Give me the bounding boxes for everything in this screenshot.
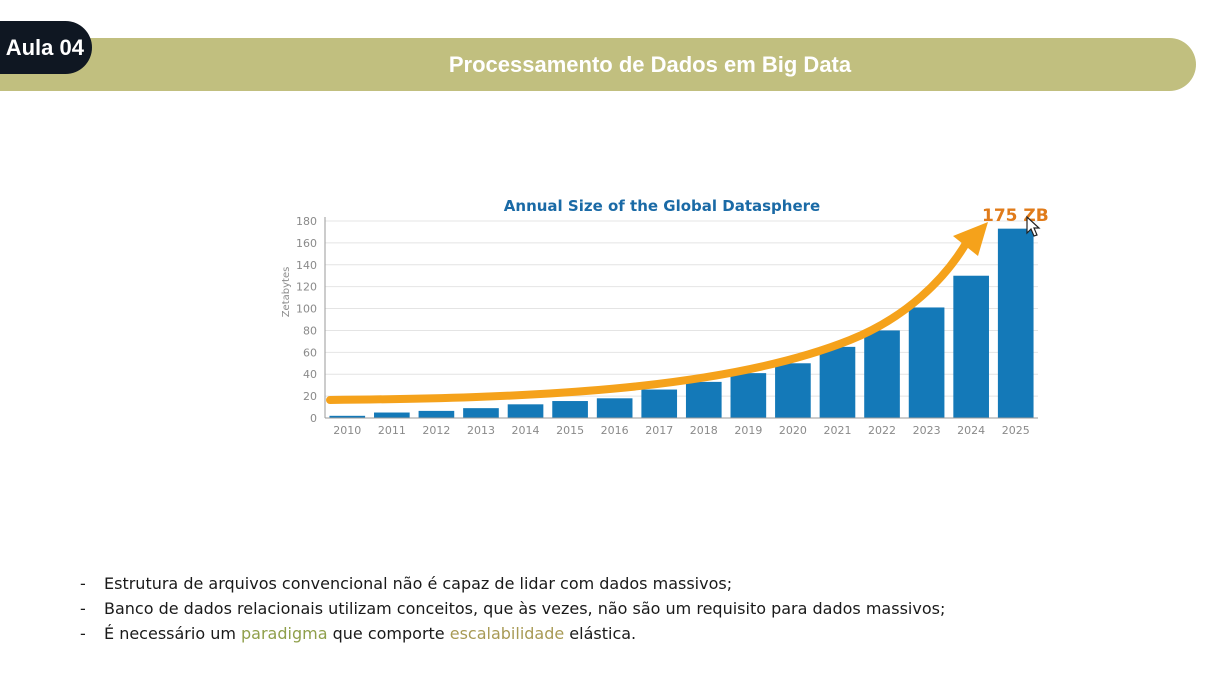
bullet-text-part: É necessário um [104,624,242,643]
slide-title: Processamento de Dados em Big Data [448,51,852,77]
y-tick-label: 180 [296,215,317,228]
pointer-icon [1026,215,1041,237]
bar-2025 [997,228,1034,418]
y-tick-label: 60 [303,346,317,359]
bars [329,228,1034,418]
trend-arrowhead [953,222,988,256]
bar-2020 [775,363,811,418]
bar-2017 [641,389,678,418]
x-tick-label: 2023 [913,424,941,437]
x-tick-label: 2014 [512,424,540,437]
y-tick-label: 140 [296,259,317,272]
bullet-dash: - [80,574,86,593]
lesson-badge: Aula 04 [0,21,92,74]
x-tick-label: 2011 [378,424,406,437]
bullet-dash: - [80,624,86,643]
trend-arrow [326,222,988,404]
bullet-dash: - [80,599,86,618]
bar-2012 [418,410,455,418]
header-bar [0,38,1196,91]
y-tick-label: 40 [303,368,317,381]
bar-2015 [552,401,588,418]
bar-2018 [685,381,722,418]
highlighted-term: paradigma [241,624,328,643]
trend-curve [326,236,972,404]
x-tick-label: 2015 [556,424,584,437]
x-tick-label: 2025 [1002,424,1030,437]
chart-title: Annual Size of the Global Datasphere [504,197,820,215]
bar-2010 [329,415,366,418]
y-tick-label: 20 [303,390,317,403]
x-tick-label: 2017 [645,424,673,437]
bullet-text-part: que comporte [327,624,450,643]
axes: 0 20 40 60 80 100 120 140 160 180 2010 2011 2012 2013… [296,215,1038,437]
bullet-item: - Banco de dados relacionais utilizam con… [80,596,1080,621]
bar-2019 [730,373,767,418]
bar-2014 [507,404,544,418]
x-tick-label: 2019 [734,424,762,437]
bar-2013 [463,408,499,418]
x-tick-label: 2024 [957,424,985,437]
x-tick-label: 2018 [690,424,718,437]
bar-2021 [819,346,856,418]
bullet-text-part: Banco de dados relacionais utilizam conc… [104,599,946,618]
y-tick-label: 120 [296,281,317,294]
y-tick-label: 160 [296,237,317,250]
highlighted-term: escalabilidade [449,624,565,643]
bar-2016 [596,398,633,418]
bullet-text: Banco de dados relacionais utilizam conc… [104,599,945,618]
bullet-text-part: elástica. [564,624,637,643]
x-tick-label: 2016 [601,424,629,437]
annotation-175zb: 175 ZB [982,206,1049,226]
bullet-item: - Estrutura de arquivos convencional não … [80,571,1080,596]
bar-2022 [864,330,900,418]
x-tick-label: 2012 [422,424,450,437]
y-tick-label: 0 [310,412,317,425]
bullet-item: -É necessário um paradigma que comporte … [80,621,1080,646]
y-tick-label: 100 [296,303,317,316]
bullet-text: É necessário um paradigma que comporte e… [104,624,636,643]
bar-2024 [953,275,989,418]
bar-2023 [908,307,945,418]
x-tick-label: 2010 [333,424,361,437]
y-axis-label: Zetabytes [281,267,292,318]
x-tick-label: 2013 [467,424,495,437]
y-tick-label: 80 [303,324,317,337]
bar-2011 [374,412,410,418]
x-tick-label: 2020 [779,424,807,437]
bullet-text: Estrutura de arquivos convencional não é… [104,574,732,593]
bullet-list: - Estrutura de arquivos convencional não … [80,571,1080,646]
x-tick-label: 2021 [823,424,851,437]
x-tick-label: 2022 [868,424,896,437]
bullet-text-part: Estrutura de arquivos convencional não é… [104,574,733,593]
